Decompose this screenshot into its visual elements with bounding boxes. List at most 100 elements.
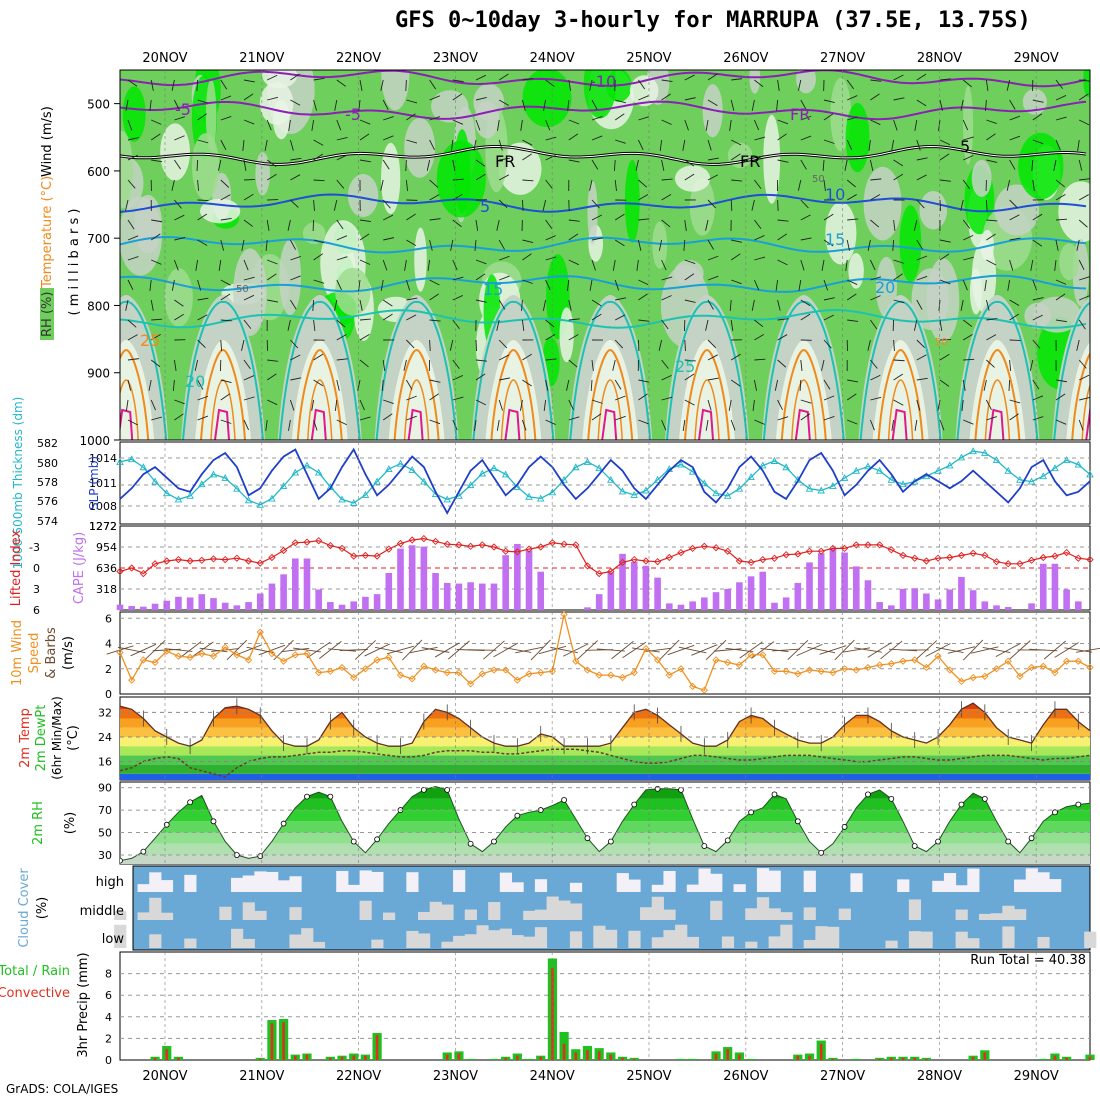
wind-barb (659, 639, 680, 661)
cloud-block-low (885, 940, 898, 948)
wind-barb (429, 339, 431, 352)
wind-barb (266, 173, 277, 181)
cape-bar (408, 545, 416, 610)
cape-bar (852, 566, 860, 610)
isotherm-label: 5 (480, 197, 490, 216)
dry-dome-core (969, 340, 1026, 440)
isotherm-label: 20 (185, 372, 205, 391)
cloud-block-low (721, 936, 735, 948)
wind-barb (1055, 193, 1066, 201)
wind-barb (847, 319, 859, 322)
wind-barb (916, 139, 921, 151)
isotherm-label: FR (495, 152, 515, 171)
precip-conv-bar (340, 1056, 344, 1060)
thickness-point (279, 482, 288, 489)
wind-barb (173, 99, 180, 111)
wind-speed-point (420, 662, 428, 670)
rh-point (935, 838, 941, 845)
precip-conv-bar (597, 1051, 601, 1060)
wind-barb (290, 377, 302, 381)
rh-point (327, 793, 334, 800)
wind-barb (334, 299, 338, 311)
isotherm-35 (504, 408, 521, 440)
wind-barb (1055, 319, 1067, 323)
cloud-block-low (406, 930, 419, 948)
cape-bar (502, 555, 509, 610)
wind-speed-point (969, 673, 977, 682)
wind-barb (916, 399, 921, 411)
wind-barb (1078, 319, 1086, 330)
wind-barb (1079, 79, 1090, 82)
wind-barb (220, 95, 232, 101)
wind-barb (267, 74, 278, 81)
thickness-point (1027, 477, 1036, 485)
wind-barb (730, 99, 735, 111)
wind-barb (174, 413, 184, 421)
wind-barb (707, 399, 712, 411)
wind-barb (1009, 299, 1020, 306)
wind-barb (171, 79, 175, 91)
wind-barb (707, 73, 718, 81)
wind-barb (754, 333, 765, 341)
wind-barb (614, 113, 625, 121)
cloud-block-middle (745, 908, 758, 920)
wind-barb (243, 193, 254, 201)
wind-barb (684, 399, 695, 406)
wind-barb (1055, 293, 1066, 301)
cloud-block-low (488, 930, 501, 948)
wind-barb (220, 393, 231, 401)
wind-barb (684, 119, 689, 131)
wind-barb (475, 97, 487, 101)
thickness-point (560, 475, 568, 483)
dry-dome-core (485, 340, 542, 440)
wind-barb (787, 639, 809, 661)
wind-speed-point (221, 643, 229, 651)
wind-barb (336, 279, 342, 291)
wind-barb (474, 239, 477, 251)
wind-barb (521, 419, 527, 431)
isotherm-20 (120, 300, 168, 440)
wind-barb (939, 253, 950, 261)
wind-speed-point (174, 652, 183, 660)
wind-barb (243, 294, 255, 301)
wind-barb (452, 193, 463, 201)
li-point (677, 548, 685, 557)
wind-barb (452, 159, 456, 171)
wind-barb (127, 219, 135, 230)
wind-barb (846, 393, 857, 401)
precip-total-bar (746, 1058, 756, 1060)
wind-barb (287, 219, 291, 231)
isotherm-30 (597, 379, 623, 440)
wind-barb (800, 259, 805, 271)
wind-barb (638, 319, 650, 322)
wind-barb (243, 93, 254, 101)
wind-barb (1032, 139, 1044, 145)
wind-barb (568, 359, 578, 368)
wind-barb (893, 399, 904, 406)
wind-barb (1078, 194, 1089, 201)
li-point (350, 552, 358, 560)
wind-barb (731, 239, 743, 243)
wind-speed-point (852, 666, 860, 674)
wind-speed-point (829, 668, 837, 677)
li-point (689, 544, 697, 553)
isotherm-20 (1053, 301, 1090, 440)
date-label-top: 21NOV (239, 51, 284, 66)
wind-barb (754, 256, 766, 261)
wind-barb (800, 99, 807, 110)
isotherm-25 (780, 348, 827, 440)
wind-barb (870, 374, 881, 381)
wind-barb (591, 359, 594, 371)
wind-barb (127, 79, 138, 87)
cloud-block-low (453, 935, 466, 948)
wind-barb (173, 359, 177, 371)
wind-barb (287, 319, 291, 331)
legend-total: Total / Rain (0, 964, 70, 979)
wind-barb (336, 154, 347, 161)
wind-barb (635, 159, 639, 171)
wind-barb (568, 233, 579, 241)
wind-barb (515, 646, 543, 654)
wind-barb (777, 318, 789, 321)
thickness-point (829, 482, 837, 489)
wind-barb (197, 339, 206, 349)
